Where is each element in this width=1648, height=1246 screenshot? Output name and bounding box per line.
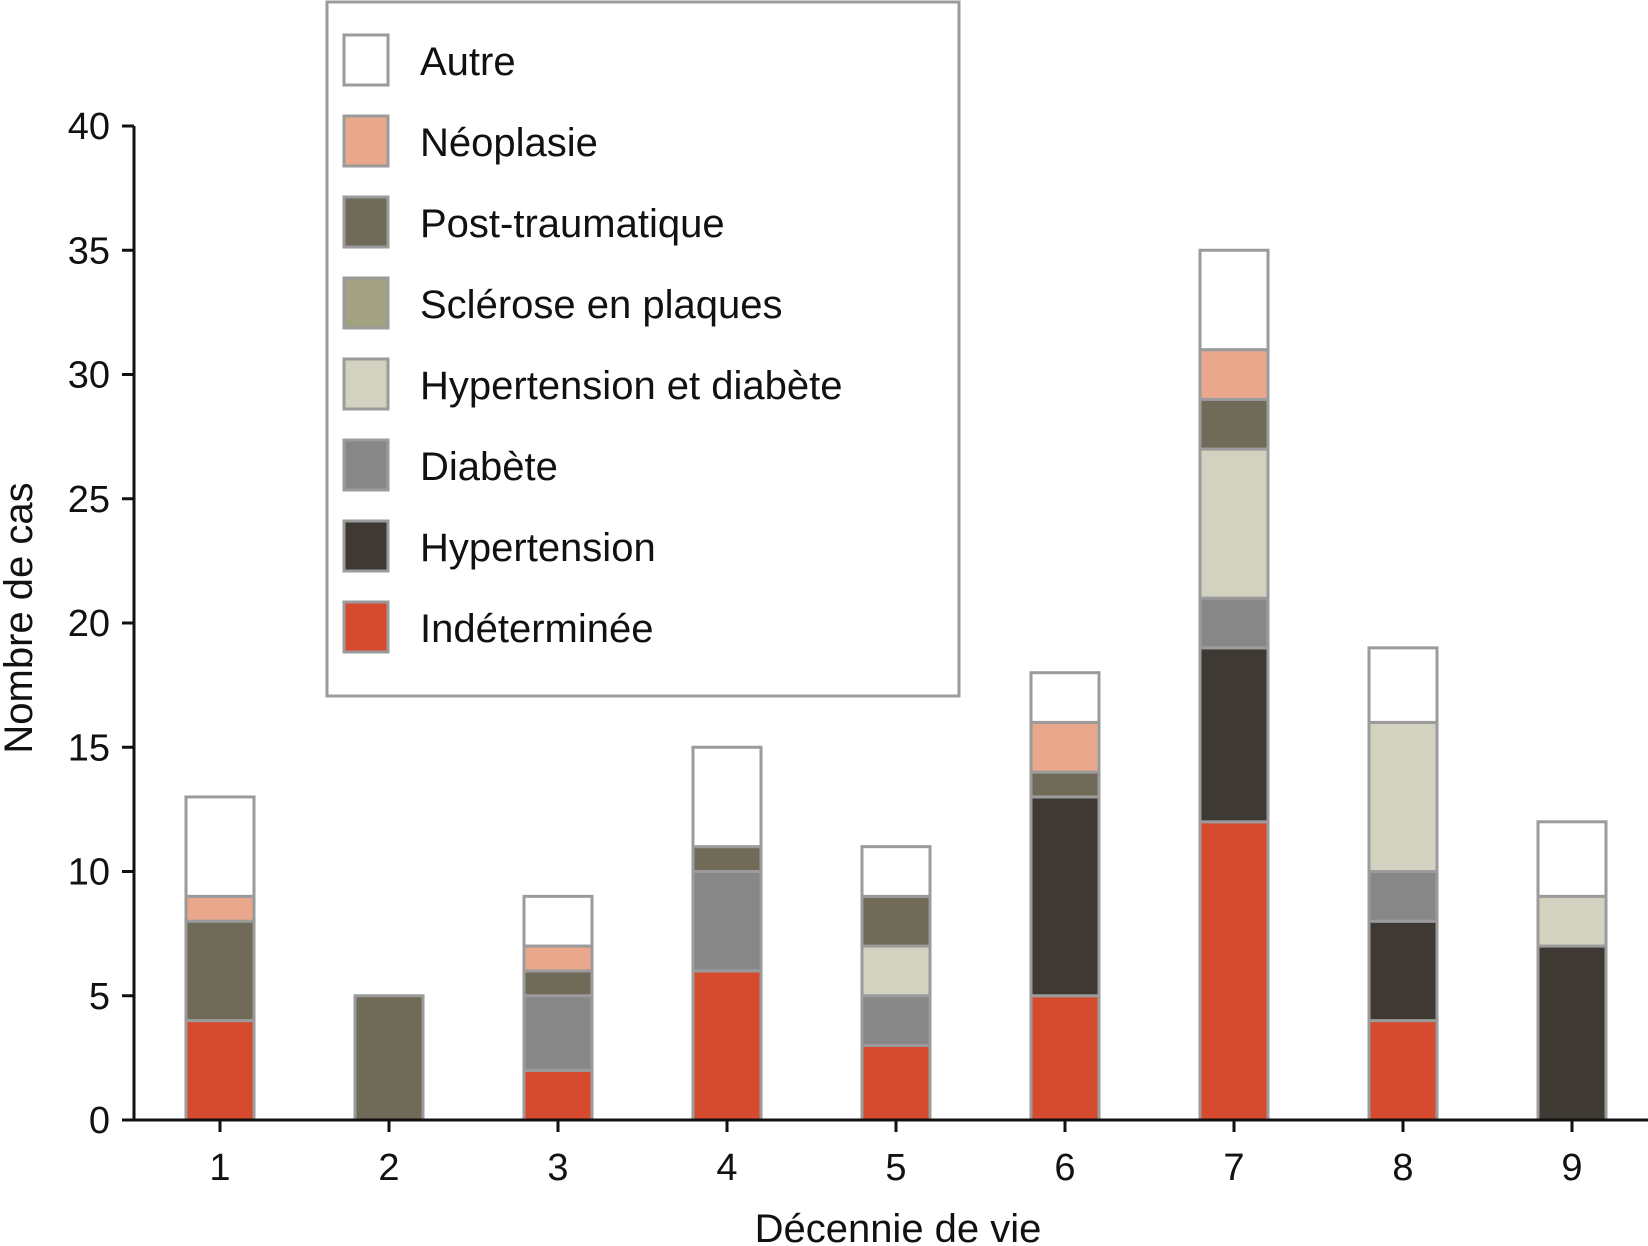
x-tick-label-3: 3 xyxy=(547,1147,568,1189)
axes-group: 0 5 10 15 20 25 30 35 40 1 2 3 4 5 6 7 8 9 xyxy=(68,106,1648,1189)
legend-label-1: Hypertension xyxy=(420,526,656,570)
y-tick-label-15: 15 xyxy=(68,727,110,769)
bar-6-series-0 xyxy=(1029,994,1101,1122)
bar-3-series-2 xyxy=(522,994,594,1072)
y-tick-label-25: 25 xyxy=(68,479,110,521)
bar-3-series-7 xyxy=(522,894,594,948)
bar-9-series-7 xyxy=(1536,820,1608,898)
bar-4-series-7 xyxy=(691,745,763,849)
bar-6-series-1 xyxy=(1029,795,1101,998)
y-tick-label-40: 40 xyxy=(68,106,110,148)
bar-8-series-3 xyxy=(1367,720,1439,874)
y-axis-title: Nombre de cas xyxy=(0,482,41,753)
legend-label-4: Sclérose en plaques xyxy=(420,283,782,327)
bar-1-series-0 xyxy=(184,1019,256,1122)
y-tick-label-35: 35 xyxy=(68,230,110,272)
bar-8-series-2 xyxy=(1367,870,1439,923)
legend-swatch-2 xyxy=(342,438,390,492)
bar-3-series-0 xyxy=(522,1068,594,1122)
y-tick-label-5: 5 xyxy=(89,976,110,1018)
legend-swatch-4 xyxy=(342,276,390,330)
x-tick-label-4: 4 xyxy=(716,1147,737,1189)
y-tick-label-0: 0 xyxy=(89,1100,110,1142)
x-tick-label-1: 1 xyxy=(209,1147,230,1189)
bar-7-series-2 xyxy=(1198,596,1270,650)
bar-8-series-0 xyxy=(1367,1019,1439,1122)
y-tick-label-10: 10 xyxy=(68,852,110,894)
bar-5-series-0 xyxy=(860,1043,932,1122)
bar-3-series-6 xyxy=(522,944,594,973)
bar-5-series-7 xyxy=(860,845,932,898)
bar-1-series-7 xyxy=(184,795,256,898)
legend-label-5: Post-traumatique xyxy=(420,202,725,246)
bar-5-series-5 xyxy=(860,894,932,948)
bar-8-series-7 xyxy=(1367,646,1439,724)
bar-2-series-5 xyxy=(353,994,425,1122)
bar-5-series-3 xyxy=(860,944,932,998)
bar-7-series-5 xyxy=(1198,397,1270,451)
bar-4-series-2 xyxy=(691,870,763,973)
y-tick-label-30: 30 xyxy=(68,355,110,397)
bar-7-series-0 xyxy=(1198,820,1270,1122)
legend-label-7: Autre xyxy=(420,40,516,84)
bar-5-series-2 xyxy=(860,994,932,1047)
legend-swatch-6 xyxy=(342,114,390,168)
bar-7-series-6 xyxy=(1198,348,1270,401)
y-tick-label-20: 20 xyxy=(68,603,110,645)
x-axis-title: Décennie de vie xyxy=(755,1207,1042,1246)
x-tick-label-7: 7 xyxy=(1223,1147,1244,1189)
bar-9-series-3 xyxy=(1536,894,1608,948)
legend-swatch-5 xyxy=(342,195,390,249)
bar-3-series-5 xyxy=(522,969,594,998)
bar-7-series-1 xyxy=(1198,646,1270,824)
legend-label-0: Indéterminée xyxy=(420,607,653,651)
bar-9-series-1 xyxy=(1536,944,1608,1122)
legend-label-2: Diabète xyxy=(420,445,558,489)
legend-swatch-1 xyxy=(342,519,390,573)
x-tick-label-2: 2 xyxy=(378,1147,399,1189)
x-tick-label-8: 8 xyxy=(1392,1147,1413,1189)
legend-label-6: Néoplasie xyxy=(420,121,598,165)
bar-7-series-7 xyxy=(1198,248,1270,352)
bar-6-series-6 xyxy=(1029,720,1101,774)
bar-1-series-6 xyxy=(184,894,256,923)
legend-box xyxy=(325,0,961,698)
bars-group xyxy=(184,248,1608,1122)
bar-4-series-5 xyxy=(691,845,763,874)
legend-label-3: Hypertension et diabète xyxy=(420,364,843,408)
x-tick-label-5: 5 xyxy=(885,1147,906,1189)
bar-6-series-7 xyxy=(1029,671,1101,724)
bar-1-series-5 xyxy=(184,919,256,1023)
legend-swatch-0 xyxy=(342,600,390,654)
x-tick-label-9: 9 xyxy=(1561,1147,1582,1189)
legend: Autre Néoplasie Post-traumatique Sclérose e… xyxy=(325,0,961,698)
bar-6-series-5 xyxy=(1029,770,1101,799)
x-tick-label-6: 6 xyxy=(1054,1147,1075,1189)
bar-8-series-1 xyxy=(1367,919,1439,1023)
bar-7-series-3 xyxy=(1198,447,1270,600)
legend-swatch-3 xyxy=(342,357,390,411)
bar-4-series-0 xyxy=(691,969,763,1122)
legend-swatch-7 xyxy=(342,33,390,87)
